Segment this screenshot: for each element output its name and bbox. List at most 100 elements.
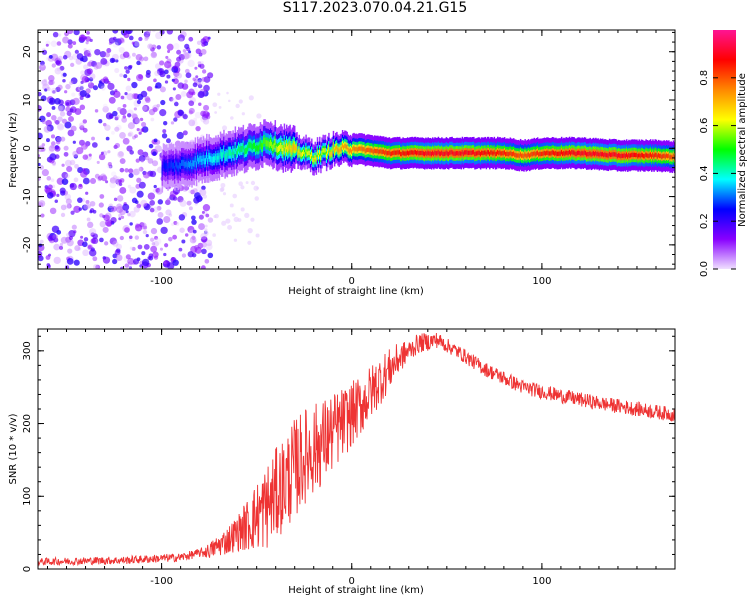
ridge-cell — [346, 145, 348, 150]
noise-speckle — [203, 118, 210, 125]
noise-speckle — [50, 144, 55, 149]
noise-speckle — [76, 146, 84, 155]
x-tick-label: 100 — [532, 576, 551, 587]
y-tick-label: 10 — [22, 94, 33, 107]
noise-speckle — [233, 216, 239, 223]
ridge-cell — [369, 148, 371, 153]
noise-speckle — [75, 86, 81, 93]
noise-speckle — [54, 199, 59, 203]
ridge-cell — [299, 151, 302, 157]
noise-speckle — [207, 217, 214, 223]
noise-speckle — [124, 263, 129, 268]
noise-speckle — [195, 195, 203, 202]
ridge-cell — [536, 150, 539, 155]
noise-speckle — [122, 51, 130, 58]
ridge-cell — [566, 150, 569, 156]
ridge-cell — [563, 151, 565, 156]
noise-speckle — [93, 264, 99, 269]
ridge-cell — [303, 149, 305, 155]
ridge-cell — [319, 150, 321, 155]
ridge-cell — [289, 143, 291, 150]
noise-speckle — [73, 205, 81, 214]
noise-speckle — [134, 134, 138, 138]
noise-speckle — [59, 111, 66, 117]
noise-speckle — [116, 203, 123, 210]
noise-speckle — [101, 175, 108, 182]
noise-speckle — [126, 145, 133, 152]
noise-speckle — [232, 193, 238, 199]
ridge-cell — [163, 162, 166, 169]
ridge-cell — [616, 153, 619, 159]
noise-speckle — [161, 133, 168, 139]
noise-speckle — [140, 121, 147, 128]
ridge-cell — [478, 150, 481, 155]
ridge-cell — [324, 148, 327, 153]
ridge-cell — [254, 142, 256, 149]
ridge-cell — [636, 152, 638, 158]
ridge-cell — [336, 145, 338, 150]
noise-speckle — [79, 125, 85, 131]
noise-speckle — [192, 229, 197, 234]
noise-speckle — [104, 124, 111, 131]
ridge-cell — [263, 138, 265, 145]
ridge-cell — [198, 157, 200, 164]
noise-speckle — [41, 119, 47, 125]
noise-speckle — [77, 84, 85, 91]
ridge-cell — [547, 150, 549, 155]
noise-speckle — [91, 237, 99, 245]
noise-speckle — [199, 188, 207, 197]
noise-speckle — [125, 254, 131, 260]
noise-speckle — [163, 60, 172, 69]
noise-speckle — [124, 168, 129, 173]
noise-speckle — [119, 187, 127, 194]
ridge-cell — [410, 150, 412, 155]
ridge-cell — [516, 153, 518, 158]
spectrogram-ylabel: Frequency (Hz) — [8, 112, 19, 188]
noise-speckle — [188, 119, 196, 127]
noise-speckle — [198, 223, 206, 231]
ridge-cell — [180, 159, 183, 166]
colorbar-label: Normalized spectral amplitude — [737, 73, 748, 227]
noise-speckle — [46, 192, 54, 199]
noise-speckle — [140, 159, 144, 163]
ridge-cell — [491, 150, 493, 155]
noise-speckle — [68, 235, 73, 241]
snr-axes: -100 0 100 0 100 200 300 — [22, 329, 676, 587]
ridge-cell — [565, 150, 567, 155]
noise-speckle — [136, 190, 144, 198]
ridge-cell — [434, 150, 436, 155]
ridge-cell — [485, 151, 488, 156]
ridge-cell — [497, 149, 499, 155]
ridge-cell — [419, 150, 421, 156]
ridge-cell — [520, 153, 523, 158]
ridge-cell — [665, 153, 668, 158]
ridge-cell — [320, 155, 322, 160]
noise-speckle — [81, 204, 89, 211]
noise-speckle — [65, 83, 71, 90]
noise-speckle — [199, 63, 205, 69]
ridge-cell — [541, 151, 544, 156]
noise-speckle — [98, 153, 106, 161]
noise-speckle — [69, 80, 74, 85]
ridge-cell — [600, 152, 603, 157]
noise-speckle — [57, 105, 63, 112]
ridge-cell — [207, 158, 209, 165]
x-tick-label: -100 — [150, 576, 173, 587]
noise-speckle — [201, 210, 205, 214]
ridge-cell — [479, 151, 482, 157]
ridge-cell — [528, 153, 531, 158]
ridge-cell — [486, 150, 489, 155]
ridge-cell — [208, 152, 210, 159]
noise-speckle — [166, 262, 175, 269]
noise-speckle — [60, 212, 66, 218]
noise-speckle — [116, 243, 122, 250]
noise-speckle — [81, 75, 89, 83]
ridge-cell — [482, 150, 484, 156]
ridge-cell — [337, 147, 339, 153]
ridge-cell — [657, 153, 660, 158]
ridge-cell — [171, 162, 174, 169]
ridge-cell — [314, 155, 316, 160]
noise-speckle — [149, 170, 157, 178]
noise-speckle — [102, 122, 107, 127]
ridge-cell — [347, 147, 350, 153]
